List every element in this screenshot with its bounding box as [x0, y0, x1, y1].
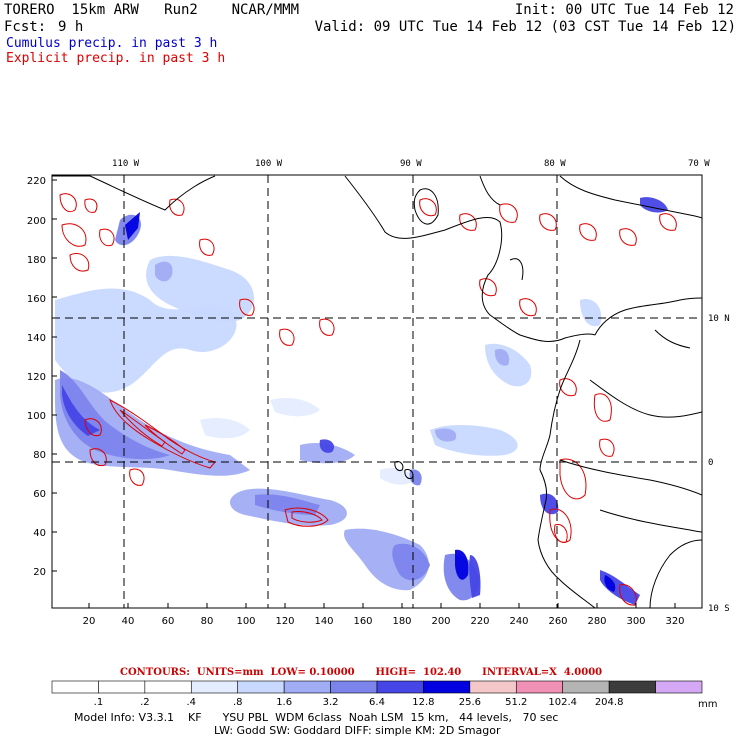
colorbar-swatch — [330, 680, 378, 694]
lat-label: 0 — [708, 458, 713, 468]
x-tick-label: 120 — [275, 616, 294, 627]
y-tick-label: 20 — [33, 567, 46, 578]
coastlines — [52, 175, 702, 608]
colorbar-label: 6.4 — [369, 697, 385, 708]
colorbar-label: 25.6 — [459, 697, 481, 708]
y-tick-label: 200 — [27, 216, 46, 227]
colorbar-label: 1.6 — [276, 697, 292, 708]
x-tick-label: 280 — [587, 616, 606, 627]
colorbar-label: 204.8 — [595, 697, 624, 708]
x-tick-label: 200 — [431, 616, 450, 627]
y-tick-label: 180 — [27, 255, 46, 266]
y-tick-label: 120 — [27, 372, 46, 383]
lon-label: 80 W — [544, 159, 566, 169]
colorbar-unit: mm — [698, 699, 717, 710]
model-info-line2: LW: Godd SW: Goddard DIFF: simple KM: 2D… — [214, 724, 501, 737]
init-time: Init: 00 UTC Tue 14 Feb 12 — [514, 2, 734, 18]
y-tick-label: 140 — [27, 333, 46, 344]
y-tick-label: 160 — [27, 294, 46, 305]
cumulus-precip-shading — [55, 197, 668, 605]
colorbar-swatch — [562, 680, 610, 694]
cumulus-legend: Cumulus precip. in past 3 h — [6, 36, 218, 51]
model-title: TORERO 15km ARW Run2 NCAR/MMM — [4, 2, 300, 18]
x-tick-label: 80 — [201, 616, 214, 627]
colorbar-swatch — [655, 680, 703, 694]
colorbar-label: 102.4 — [548, 697, 577, 708]
lon-label: 110 W — [112, 159, 140, 169]
explicit-precip-contours — [59, 193, 677, 606]
y-tick-label: 40 — [33, 528, 46, 539]
colorbar — [51, 680, 703, 694]
lat-label: 10 S — [708, 604, 730, 614]
colorbar-label: 51.2 — [505, 697, 527, 708]
model-info-line1: Model Info: V3.3.1 KF YSU PBL WDM 6class… — [74, 711, 559, 724]
x-tick-label: 40 — [122, 616, 135, 627]
colorbar-swatch — [423, 680, 471, 694]
colorbar-swatch — [283, 680, 331, 694]
lon-label: 70 W — [688, 159, 710, 169]
colorbar-label: .8 — [233, 697, 243, 708]
plot-frame — [51, 174, 703, 609]
x-axis-ticks: 20 40 60 80 100 120 140 160 180 200 220 … — [83, 616, 685, 627]
x-tick-label: 20 — [83, 616, 96, 627]
x-tick-label: 180 — [392, 616, 411, 627]
colorbar-swatch — [237, 680, 285, 694]
x-tick-label: 100 — [236, 616, 255, 627]
x-tick-label: 300 — [626, 616, 645, 627]
forecast-label: Fcst: — [4, 19, 47, 35]
lon-label: 100 W — [255, 159, 283, 169]
valid-time: Valid: 09 UTC Tue 14 Feb 12 (03 CST Tue … — [314, 19, 736, 35]
x-tick-label: 140 — [314, 616, 333, 627]
x-tick-label: 260 — [548, 616, 567, 627]
y-tick-marks — [52, 179, 57, 572]
colorbar-labels: .1 .2 .4 .8 1.6 3.2 6.4 12.8 25.6 51.2 102.4 204.8 — [94, 697, 624, 708]
lat-lon-grid — [52, 175, 702, 608]
x-tick-label: 320 — [665, 616, 684, 627]
colorbar-swatch — [144, 680, 192, 694]
colorbar-swatch — [469, 680, 517, 694]
colorbar-label: 12.8 — [412, 697, 434, 708]
y-tick-label: 220 — [27, 176, 46, 187]
lon-label: 90 W — [400, 159, 422, 169]
forecast-hours: 9 h — [58, 19, 84, 35]
x-tick-label: 160 — [353, 616, 372, 627]
y-tick-label: 80 — [33, 450, 46, 461]
right-lat-labels: 10 N 0 10 S — [708, 314, 730, 614]
colorbar-swatch — [51, 680, 99, 694]
colorbar-swatch — [515, 680, 564, 694]
explicit-legend: Explicit precip. in past 3 h — [6, 51, 226, 66]
top-lon-labels: 110 W 100 W 90 W 80 W 70 W — [112, 159, 710, 169]
x-tick-label: 240 — [509, 616, 528, 627]
colorbar-label: .2 — [140, 697, 150, 708]
y-tick-label: 60 — [33, 489, 46, 500]
colorbar-label: 3.2 — [323, 697, 339, 708]
x-tick-marks — [88, 603, 676, 608]
y-axis-ticks: 220 200 180 160 140 120 100 80 60 40 20 — [27, 176, 46, 578]
colorbar-swatch — [376, 680, 424, 694]
colorbar-swatch — [98, 680, 146, 694]
x-tick-label: 220 — [470, 616, 489, 627]
contour-info: CONTOURS: UNITS=mm LOW= 0.10000 HIGH= 10… — [120, 667, 603, 678]
lat-label: 10 N — [708, 314, 730, 324]
colorbar-label: .4 — [187, 697, 197, 708]
y-tick-label: 100 — [27, 411, 46, 422]
x-tick-label: 60 — [162, 616, 175, 627]
colorbar-label: .1 — [94, 697, 104, 708]
colorbar-swatch — [190, 680, 239, 694]
colorbar-swatch — [608, 680, 656, 694]
